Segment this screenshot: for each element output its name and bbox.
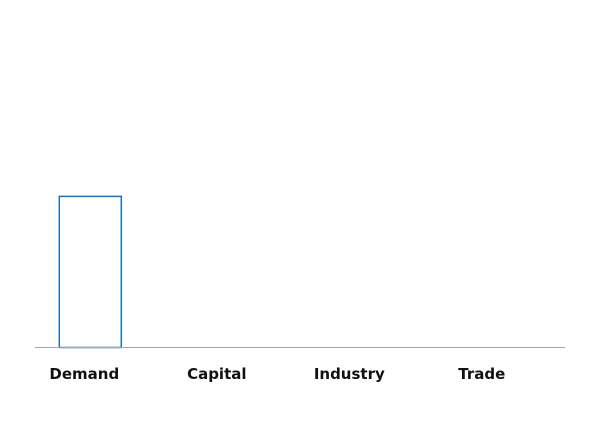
- x-tick-label-capital: Capital: [187, 365, 246, 383]
- x-tick-label-industry: Industry: [314, 365, 385, 383]
- x-tick-label-demand: Demand: [49, 365, 119, 383]
- bar-group: [58, 195, 123, 349]
- x-tick-label-trade: Trade: [458, 365, 505, 383]
- x-tick-labels: Demand Capital Industry Trade: [49, 365, 505, 383]
- bar-demand: [58, 195, 123, 349]
